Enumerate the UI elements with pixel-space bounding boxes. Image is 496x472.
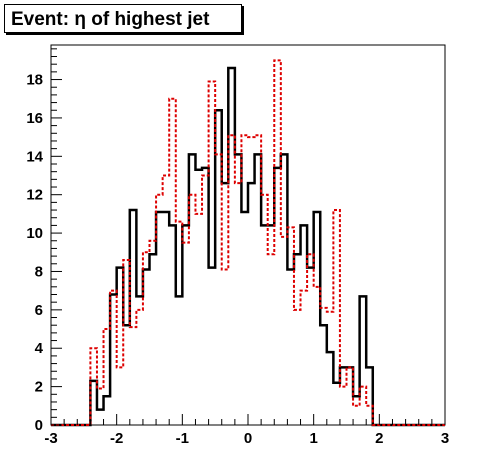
- x-tick-label: -1: [176, 430, 189, 447]
- y-tick-label: 2: [35, 379, 43, 396]
- histogram-series-2: [51, 59, 445, 426]
- x-tick-label: -2: [110, 430, 123, 447]
- x-tick-label: 0: [244, 430, 252, 447]
- x-tick-label: 3: [441, 430, 449, 447]
- y-tick-label: 0: [35, 417, 43, 434]
- y-tick-label: 10: [26, 225, 43, 242]
- y-tick-label: 12: [26, 187, 43, 204]
- x-tick-label: 1: [309, 430, 317, 447]
- y-tick-label: 4: [35, 340, 44, 357]
- y-tick-label: 8: [35, 263, 43, 280]
- chart-title: Event: η of highest jet: [4, 4, 242, 33]
- y-tick-label: 6: [35, 302, 43, 319]
- y-tick-label: 14: [26, 148, 43, 165]
- y-tick-label: 18: [26, 72, 43, 89]
- x-tick-label: 2: [375, 430, 383, 447]
- histogram-series-1: [51, 66, 445, 427]
- y-tick-label: 16: [26, 110, 43, 127]
- x-tick-label: -3: [44, 430, 57, 447]
